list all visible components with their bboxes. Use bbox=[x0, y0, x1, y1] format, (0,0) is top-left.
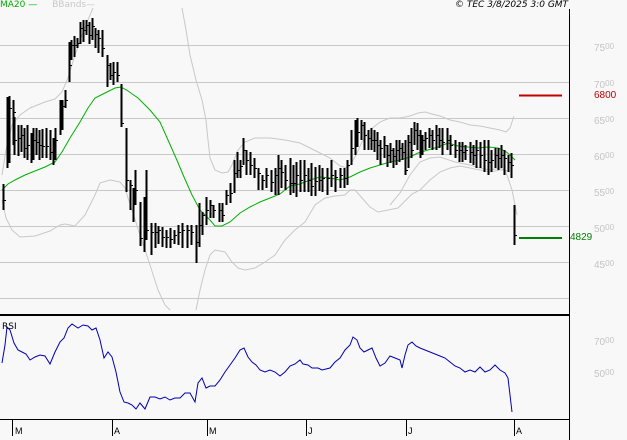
rsi-title: RSI bbox=[2, 322, 17, 332]
resistance-label: 6800 bbox=[594, 90, 617, 101]
x-label-m2: M bbox=[209, 426, 217, 436]
x-label-j2: J bbox=[408, 426, 413, 436]
rsi-label-50: 5000 bbox=[594, 368, 615, 380]
legend-bbands: BBands— bbox=[52, 0, 96, 10]
x-label-a1: A bbox=[114, 426, 121, 436]
y-label-6500: 6500 bbox=[594, 115, 615, 127]
y-label-5000: 5000 bbox=[594, 223, 615, 235]
y-label-7000: 7000 bbox=[594, 79, 615, 91]
x-label-a2: A bbox=[516, 426, 523, 436]
rsi-line bbox=[1, 323, 513, 413]
bband-lower-2 bbox=[195, 165, 518, 311]
x-label-m1: M bbox=[15, 426, 23, 436]
copyright-timestamp: © TEC 3/8/2025 3:0 GMT bbox=[455, 0, 569, 10]
rsi-label-70: 7000 bbox=[594, 336, 615, 348]
ma20-line bbox=[1, 86, 516, 227]
rsi-bottom-mask bbox=[570, 420, 627, 440]
y-label-5500: 5500 bbox=[594, 187, 615, 199]
x-label-j1: J bbox=[308, 426, 313, 436]
bband-upper bbox=[1, 7, 94, 176]
y-label-4500: 4500 bbox=[594, 259, 615, 271]
y-label-6000: 6000 bbox=[594, 151, 615, 163]
chart-legend: MA20 — BBands— bbox=[0, 0, 95, 11]
ohlc-bars bbox=[2, 18, 517, 263]
bollinger-bands bbox=[1, 7, 518, 311]
bband-upper-2 bbox=[181, 7, 349, 174]
legend-ma20: MA20 — bbox=[0, 0, 38, 10]
x-axis-ticks bbox=[12, 420, 515, 436]
y-label-7500: 7500 bbox=[594, 42, 615, 54]
last-price-label: 4829 bbox=[570, 232, 593, 243]
